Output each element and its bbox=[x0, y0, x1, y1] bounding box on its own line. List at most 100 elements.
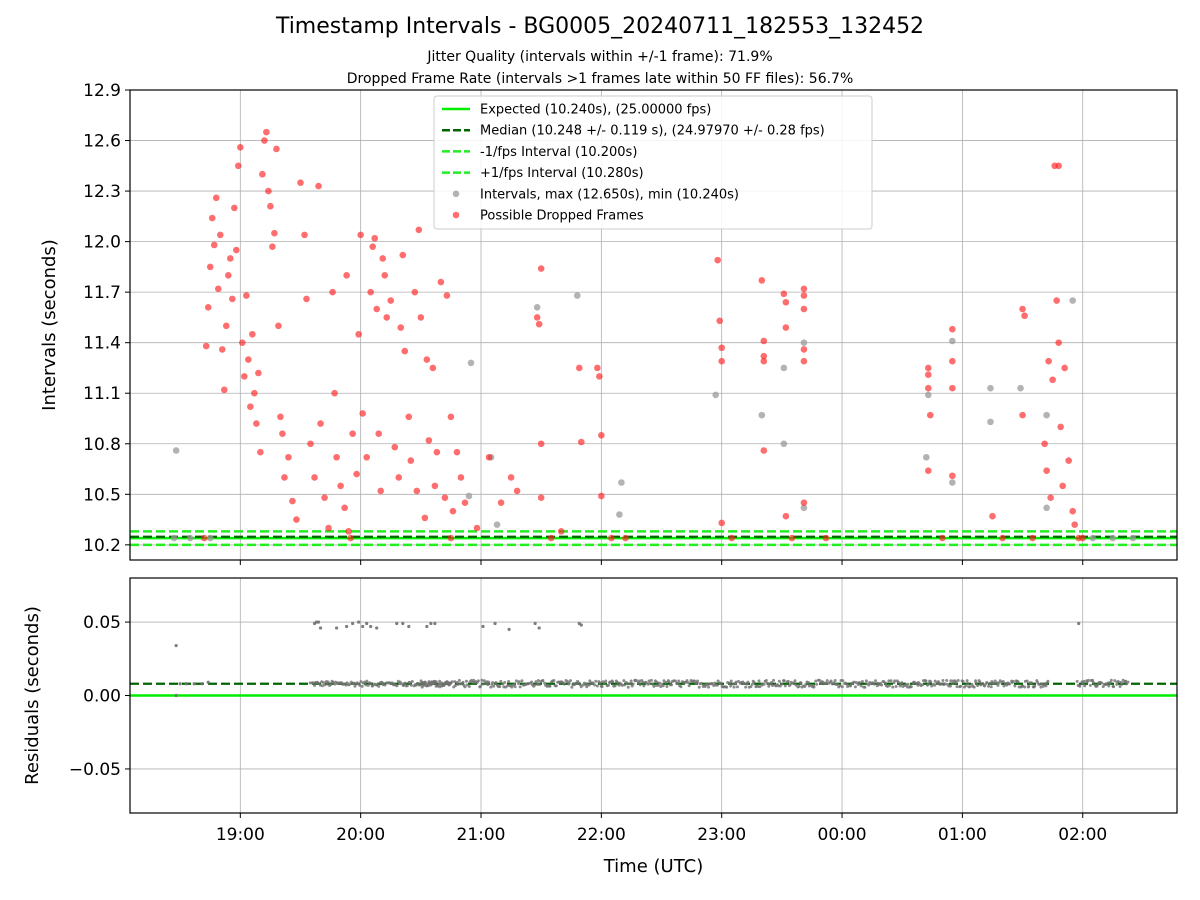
residual-point bbox=[206, 680, 210, 684]
residual-point bbox=[985, 680, 989, 684]
residual-point bbox=[777, 679, 781, 683]
dropped-frame-point bbox=[718, 344, 725, 352]
dropped-frame-point bbox=[485, 453, 493, 461]
dropped-frame-point bbox=[391, 443, 399, 451]
dropped-frame-point bbox=[357, 231, 364, 239]
residual-point bbox=[758, 685, 762, 689]
dropped-frame-point bbox=[782, 298, 790, 306]
interval-point bbox=[987, 418, 994, 426]
residual-point bbox=[659, 685, 663, 689]
residual-point bbox=[534, 680, 538, 684]
dropped-frame-point bbox=[228, 295, 236, 303]
dropped-frame-point bbox=[249, 330, 256, 338]
dropped-frame-point bbox=[1043, 467, 1050, 475]
dropped-frame-point bbox=[760, 357, 768, 365]
residual-point bbox=[707, 685, 711, 689]
residual-point bbox=[786, 679, 790, 683]
residual-point bbox=[419, 683, 423, 687]
dropped-frame-point bbox=[397, 324, 405, 331]
residual-point bbox=[697, 685, 701, 689]
residual-point bbox=[710, 681, 714, 685]
residual-point bbox=[1088, 683, 1092, 687]
dropped-frame-point bbox=[399, 251, 407, 259]
residual-point bbox=[1100, 681, 1104, 685]
residual-point bbox=[926, 682, 930, 686]
dropped-frame-point bbox=[353, 470, 360, 478]
residual-point bbox=[520, 679, 524, 683]
dropped-frame-point bbox=[379, 255, 387, 262]
dropped-frame-point bbox=[200, 534, 208, 542]
residual-point bbox=[1083, 684, 1087, 688]
residual-point bbox=[746, 680, 750, 684]
dropped-frame-point bbox=[718, 357, 725, 365]
dropped-frame-point bbox=[728, 534, 736, 542]
residual-point bbox=[649, 678, 653, 682]
top-y-tick-label: 12.6 bbox=[83, 132, 121, 152]
top-y-tick-label: 12.9 bbox=[83, 81, 121, 101]
dropped-frame-point bbox=[1061, 364, 1068, 372]
interval-point bbox=[1043, 411, 1050, 419]
residual-point bbox=[677, 679, 681, 683]
residual-point bbox=[687, 684, 691, 688]
residual-point bbox=[664, 680, 668, 684]
residual-point bbox=[959, 684, 963, 688]
residual-point bbox=[941, 678, 945, 682]
residual-point bbox=[541, 678, 545, 682]
residual-point bbox=[377, 684, 381, 688]
residual-point bbox=[538, 683, 542, 687]
residual-point bbox=[317, 681, 321, 685]
residual-point bbox=[945, 679, 949, 683]
residual-point bbox=[1002, 684, 1006, 688]
residual-point bbox=[467, 685, 471, 689]
dropped-frame-point bbox=[230, 204, 238, 212]
residual-point bbox=[841, 679, 845, 683]
interval-point bbox=[712, 391, 719, 399]
dropped-frame-point bbox=[924, 384, 932, 392]
dropped-frame-point bbox=[239, 339, 246, 346]
dropped-frame-point bbox=[429, 364, 437, 372]
residual-point bbox=[893, 679, 897, 683]
dropped-frame-point bbox=[924, 467, 932, 475]
dropped-frame-point bbox=[220, 386, 228, 394]
dropped-frame-point bbox=[271, 229, 278, 237]
residual-point bbox=[764, 679, 768, 683]
dropped-frame-point bbox=[800, 305, 808, 313]
interval-point bbox=[1043, 504, 1050, 512]
dropped-frame-point bbox=[800, 285, 808, 293]
dropped-frame-point bbox=[395, 474, 403, 481]
legend-box bbox=[433, 95, 873, 230]
dropped-frame-point bbox=[369, 243, 376, 250]
residual-point bbox=[518, 685, 522, 689]
residual-point bbox=[884, 681, 888, 685]
residual-point bbox=[849, 684, 853, 688]
residual-point bbox=[491, 681, 495, 685]
residual-point bbox=[425, 624, 429, 629]
residual-point bbox=[864, 679, 868, 683]
residual-point bbox=[783, 684, 787, 688]
dropped-frame-point bbox=[383, 314, 391, 321]
residual-point bbox=[1025, 679, 1029, 683]
residual-point bbox=[665, 685, 669, 689]
interval-point bbox=[800, 339, 808, 346]
residual-point bbox=[1027, 684, 1031, 688]
dropped-frame-point bbox=[208, 214, 216, 222]
residual-point bbox=[749, 685, 753, 689]
residual-point bbox=[1120, 682, 1124, 686]
residual-point bbox=[322, 681, 326, 685]
residual-point bbox=[1112, 685, 1116, 689]
residual-point bbox=[966, 681, 970, 685]
residual-point bbox=[662, 679, 666, 683]
residual-point bbox=[729, 684, 733, 688]
dropped-frame-point bbox=[273, 145, 280, 153]
residual-point bbox=[625, 682, 629, 686]
interval-point bbox=[924, 391, 932, 399]
residual-point bbox=[735, 685, 739, 689]
dropped-frame-point bbox=[415, 226, 423, 234]
residual-point bbox=[453, 680, 457, 684]
top-y-tick-label: 10.5 bbox=[83, 485, 121, 505]
residual-point bbox=[537, 626, 541, 630]
dropped-frame-point bbox=[949, 325, 956, 333]
dropped-frame-point bbox=[371, 234, 379, 242]
interval-point bbox=[1089, 534, 1097, 542]
residual-point bbox=[891, 685, 895, 689]
